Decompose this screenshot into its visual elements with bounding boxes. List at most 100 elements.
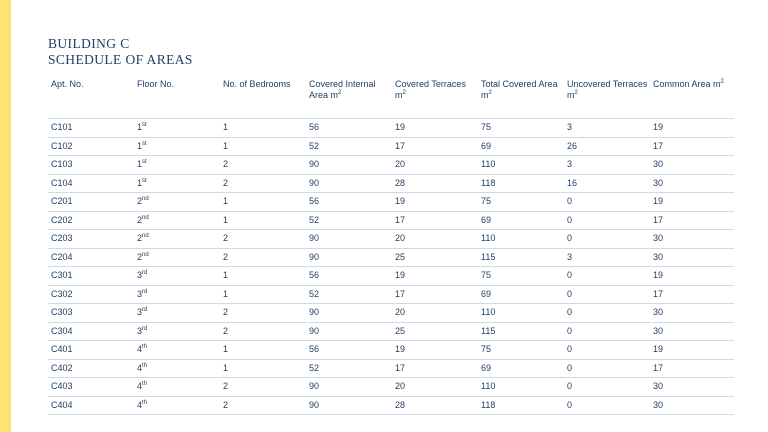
cell-value: C304	[51, 325, 73, 336]
cell-value: 1	[137, 140, 143, 151]
cell-floor-no: 1st	[134, 137, 220, 156]
cell-total-covered-area: 69	[478, 285, 564, 304]
cell-value: 1	[223, 362, 229, 373]
cell-bedrooms: 1	[220, 118, 306, 138]
title-line-1: BUILDING C	[48, 36, 130, 51]
title-line-2: SCHEDULE OF AREAS	[48, 51, 193, 67]
cell-value: 56	[309, 344, 320, 355]
cell-value: 56	[309, 122, 320, 133]
column-header-label: Covered Internal Area m	[309, 79, 376, 100]
cell-apt-no: C201	[48, 192, 134, 212]
unit-superscript: 2	[720, 79, 724, 85]
cell-apt-no: C302	[48, 285, 134, 304]
cell-uncovered-terraces: 3	[564, 118, 650, 138]
cell-bedrooms: 1	[220, 137, 306, 156]
cell-value: 20	[395, 233, 406, 244]
cell-floor-no: 1st	[134, 155, 220, 175]
cell-covered-internal-area: 90	[306, 322, 392, 341]
cell-value: C301	[51, 270, 73, 281]
cell-covered-terraces: 17	[392, 137, 478, 156]
cell-covered-terraces: 17	[392, 285, 478, 304]
cell-floor-no: 3rd	[134, 303, 220, 323]
cell-bedrooms: 2	[220, 248, 306, 267]
cell-total-covered-area: 118	[478, 396, 564, 415]
table-row: C404 4th 2 90 28 118 0 30	[48, 396, 734, 415]
cell-value: C102	[51, 140, 73, 151]
cell-bedrooms: 1	[220, 359, 306, 378]
cell-value: C203	[51, 233, 73, 244]
cell-covered-terraces: 20	[392, 155, 478, 175]
cell-covered-terraces: 19	[392, 118, 478, 138]
cell-total-covered-area: 115	[478, 248, 564, 267]
cell-value: 90	[309, 159, 320, 170]
cell-value: 19	[653, 270, 664, 281]
cell-uncovered-terraces: 3	[564, 155, 650, 175]
cell-value: 1	[223, 196, 229, 207]
cell-apt-no: C403	[48, 377, 134, 397]
cell-value: 115	[481, 251, 496, 262]
column-header-covered-internal-area: Covered Internal Area m2	[306, 76, 392, 119]
cell-value: 2	[223, 381, 229, 392]
cell-uncovered-terraces: 0	[564, 266, 650, 286]
cell-apt-no: C304	[48, 322, 134, 341]
cell-value: 3	[137, 325, 143, 336]
cell-covered-internal-area: 56	[306, 340, 392, 360]
cell-uncovered-terraces: 26	[564, 137, 650, 156]
cell-covered-terraces: 20	[392, 377, 478, 397]
table-row: C304 3rd 2 90 25 115 0 30	[48, 322, 734, 341]
column-header-label: Floor No.	[137, 79, 175, 89]
cell-value: 30	[653, 381, 664, 392]
cell-value: 2	[223, 307, 229, 318]
cell-value: 0	[567, 214, 573, 225]
cell-total-covered-area: 69	[478, 211, 564, 230]
cell-total-covered-area: 110	[478, 155, 564, 175]
cell-apt-no: C102	[48, 137, 134, 156]
cell-value: 115	[481, 325, 496, 336]
cell-apt-no: C402	[48, 359, 134, 378]
table-row: C403 4th 2 90 20 110 0 30	[48, 377, 734, 397]
cell-bedrooms: 2	[220, 303, 306, 323]
cell-floor-no: 2nd	[134, 211, 220, 230]
floor-ordinal-suffix: rd	[142, 325, 148, 332]
column-header-uncovered-terraces: Uncovered Terraces m2	[564, 76, 650, 119]
column-header-covered-terraces: Covered Terraces m2	[392, 76, 478, 119]
cell-common-area: 30	[650, 248, 734, 267]
cell-covered-internal-area: 52	[306, 211, 392, 230]
cell-value: C404	[51, 399, 73, 410]
cell-floor-no: 4th	[134, 340, 220, 360]
cell-floor-no: 3rd	[134, 322, 220, 341]
cell-uncovered-terraces: 0	[564, 303, 650, 323]
cell-bedrooms: 2	[220, 229, 306, 249]
cell-apt-no: C404	[48, 396, 134, 415]
cell-uncovered-terraces: 0	[564, 285, 650, 304]
cell-covered-internal-area: 90	[306, 248, 392, 267]
cell-floor-no: 2nd	[134, 192, 220, 212]
cell-common-area: 30	[650, 229, 734, 249]
cell-covered-internal-area: 90	[306, 396, 392, 415]
cell-common-area: 17	[650, 359, 734, 378]
cell-value: 1	[223, 270, 229, 281]
cell-apt-no: C303	[48, 303, 134, 323]
cell-value: C403	[51, 381, 73, 392]
cell-covered-internal-area: 56	[306, 118, 392, 138]
cell-covered-internal-area: 90	[306, 303, 392, 323]
cell-value: 2	[137, 251, 143, 262]
cell-common-area: 30	[650, 303, 734, 323]
cell-common-area: 19	[650, 340, 734, 360]
cell-value: 110	[481, 159, 496, 170]
cell-value: C204	[51, 251, 73, 262]
cell-value: 1	[137, 177, 143, 188]
cell-value: 2	[223, 233, 229, 244]
cell-value: 52	[309, 214, 320, 225]
cell-apt-no: C202	[48, 211, 134, 230]
cell-apt-no: C203	[48, 229, 134, 249]
cell-uncovered-terraces: 0	[564, 211, 650, 230]
cell-common-area: 17	[650, 137, 734, 156]
cell-value: 75	[481, 122, 492, 133]
cell-total-covered-area: 110	[478, 377, 564, 397]
cell-value: 0	[567, 381, 573, 392]
cell-value: 69	[481, 140, 492, 151]
cell-value: 17	[395, 140, 406, 151]
cell-value: 110	[481, 233, 496, 244]
cell-value: 20	[395, 381, 406, 392]
